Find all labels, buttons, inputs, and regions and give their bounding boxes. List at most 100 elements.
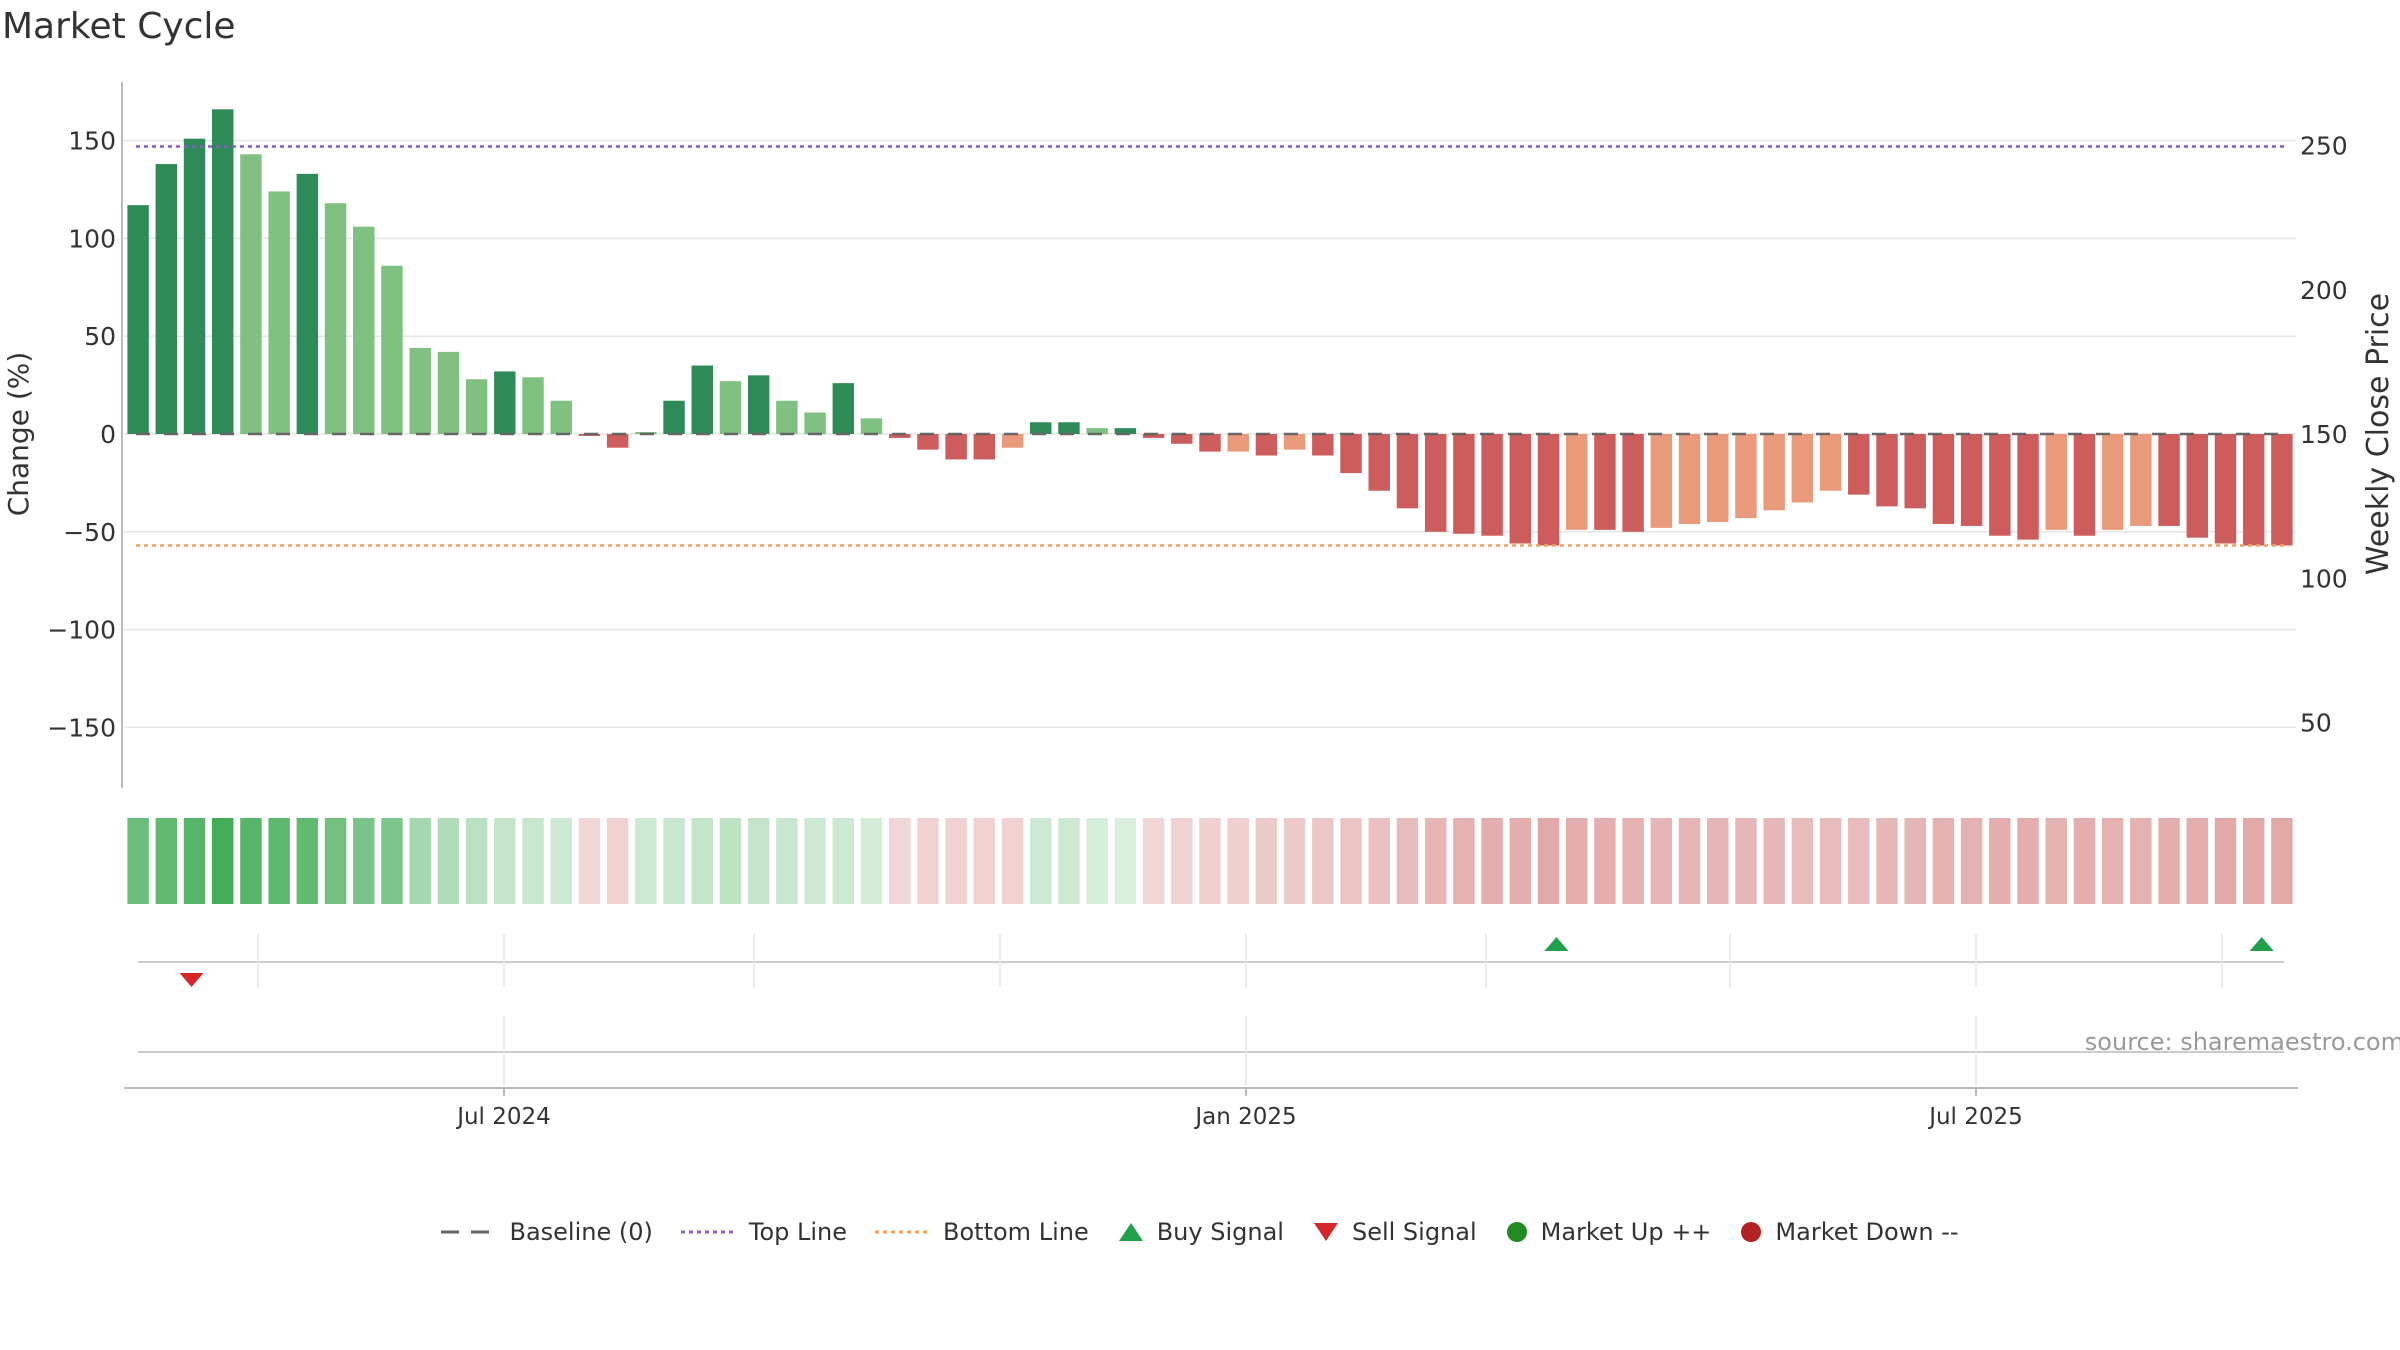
legend-label: Top Line [748, 1218, 848, 1246]
bar [1001, 434, 1024, 448]
bar [1537, 434, 1560, 546]
cycle-strip-cell [776, 818, 798, 904]
cycle-strip-cell [1058, 818, 1080, 904]
cycle-strip-cell [1481, 818, 1503, 904]
buy-signal-marker [2249, 937, 2274, 951]
cycle-strip-cell [2214, 818, 2237, 904]
bar [2186, 434, 2208, 538]
bar [945, 434, 967, 460]
bar [1819, 434, 1842, 491]
bar [1453, 434, 1475, 534]
cycle-strip-cell [691, 818, 713, 904]
legend-label: Bottom Line [943, 1218, 1089, 1246]
bar [268, 191, 290, 434]
cycle-strip-cell [888, 818, 911, 904]
bar [550, 400, 572, 434]
cycle-strip-cell [2045, 818, 2067, 904]
triangle-up-icon [1118, 1223, 1143, 1241]
legend-item-market-up: Market Up ++ [1505, 1218, 1712, 1246]
cycle-strip-cell [1678, 818, 1701, 904]
source-credit: source: sharemaestro.com [2085, 1028, 2400, 1056]
legend-item-bottom-line: Bottom Line [875, 1218, 1089, 1246]
cycle-strip-cell [240, 818, 262, 904]
bar [212, 109, 234, 434]
bar [183, 138, 206, 435]
bar [973, 434, 996, 460]
dashed-line-icon [441, 1230, 498, 1234]
bar [324, 203, 347, 434]
dotted-line-icon [680, 1230, 737, 1234]
y2-axis-title: Weekly Close Price [2361, 293, 2396, 575]
cycle-strip-cell [465, 818, 488, 904]
cycle-strip-cell [550, 818, 572, 904]
bar [1848, 434, 1870, 495]
bar [522, 377, 544, 434]
bar [2073, 434, 2096, 536]
cycle-strip-cell [1368, 818, 1390, 904]
cycle-strip-cell [494, 818, 516, 904]
bar [691, 365, 713, 434]
y2-tick-label: 200 [2300, 276, 2348, 305]
cycle-strip-cell [1763, 818, 1785, 904]
bar [1622, 434, 1644, 532]
bar [437, 351, 460, 434]
cycle-strip-cell [2017, 818, 2039, 904]
cycle-strip-cell [2130, 818, 2152, 904]
cycle-strip-cell [1283, 818, 1306, 904]
cycle-strip-cell [945, 818, 967, 904]
cycle-strip-cell [212, 818, 234, 904]
bar [1227, 434, 1249, 452]
legend-item-market-down: Market Down -- [1739, 1218, 1959, 1246]
bar [1114, 428, 1137, 434]
cycle-strip-cell [1622, 818, 1644, 904]
bar [1340, 434, 1362, 474]
bar [2045, 434, 2067, 530]
y2-tick-label: 150 [2300, 420, 2348, 449]
cycle-strip-cell [1650, 818, 1673, 904]
cycle-strip-cell [381, 818, 403, 904]
cycle-strip-cell [1791, 818, 1814, 904]
bar [860, 418, 883, 434]
cycle-strip-cell [1735, 818, 1757, 904]
cycle-strip-cell [1932, 818, 1955, 904]
bar [1763, 434, 1785, 511]
bar [663, 400, 685, 434]
bar [804, 412, 826, 434]
legend-item-sell-signal: Sell Signal [1312, 1218, 1477, 1246]
circle-icon [1506, 1222, 1527, 1242]
bar [2271, 434, 2293, 546]
y-tick-label: 100 [68, 224, 116, 253]
cycle-strip-cell [1142, 818, 1165, 904]
cycle-strip-cell [2158, 818, 2180, 904]
legend-label: Buy Signal [1156, 1218, 1284, 1246]
cycle-strip-cell [1819, 818, 1842, 904]
bar [2242, 434, 2265, 546]
bar [1960, 434, 1983, 526]
cycle-strip-cell [635, 818, 657, 904]
cycle-strip-cell [1537, 818, 1560, 904]
bar [1199, 434, 1221, 452]
y-tick-label: 0 [100, 420, 116, 449]
legend-item-buy-signal: Buy Signal [1117, 1218, 1284, 1246]
y2-tick-label: 50 [2300, 709, 2332, 738]
bar [1481, 434, 1503, 536]
circle-icon [1741, 1222, 1762, 1242]
cycle-strip-cell [353, 818, 375, 904]
cycle-strip-cell [1904, 818, 1926, 904]
bar [1707, 434, 1729, 523]
cycle-strip-cell [663, 818, 685, 904]
cycle-strip-cell [1312, 818, 1334, 904]
cycle-strip-cell [917, 818, 939, 904]
legend-label: Market Up ++ [1540, 1218, 1712, 1246]
cycle-strip-cell [1030, 818, 1052, 904]
bar [1171, 434, 1193, 444]
cycle-strip-cell [155, 818, 178, 904]
cycle-strip-cell [324, 818, 347, 904]
bar [296, 173, 319, 435]
cycle-strip-cell [1453, 818, 1475, 904]
bar [1932, 434, 1955, 524]
cycle-strip-cell [1396, 818, 1419, 904]
bar [240, 154, 262, 435]
cycle-strip-cell [2101, 818, 2124, 904]
bar [2101, 434, 2124, 530]
